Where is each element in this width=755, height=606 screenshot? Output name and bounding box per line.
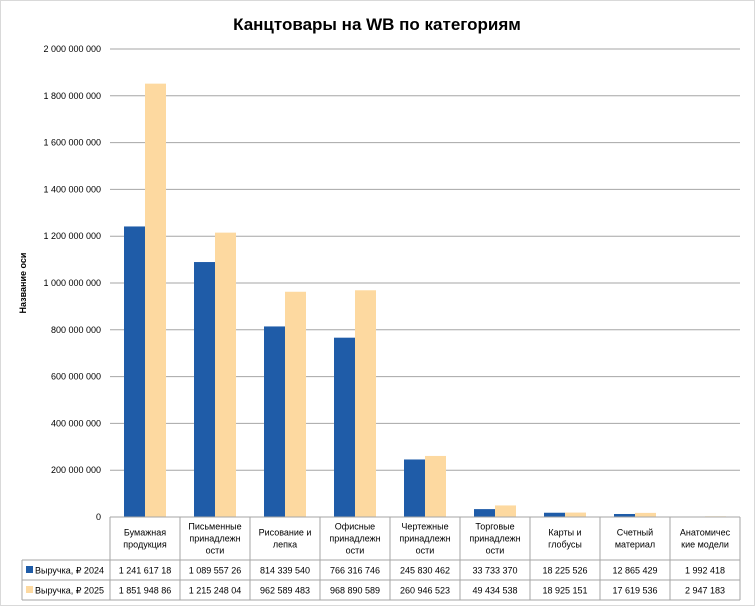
bar-2024 <box>124 226 145 517</box>
y-tick-label: 200 000 000 <box>51 465 101 475</box>
data-value-label: 814 339 540 <box>260 566 310 576</box>
bar-2024 <box>544 512 565 517</box>
data-value-label: 2 947 183 <box>685 586 725 596</box>
category-label: принадлежн <box>329 534 380 544</box>
data-value-label: 18 925 151 <box>542 586 587 596</box>
legend-key-2025 <box>26 586 33 593</box>
bar-2025 <box>495 505 516 517</box>
y-tick-label: 1 400 000 000 <box>43 184 101 194</box>
data-value-label: 17 619 536 <box>612 586 657 596</box>
data-value-label: 1 089 557 26 <box>189 566 242 576</box>
data-value-label: 968 890 589 <box>330 586 380 596</box>
data-value-label: 766 316 746 <box>330 566 380 576</box>
bars <box>124 83 726 518</box>
bar-2024 <box>404 459 425 517</box>
data-value-label: 1 851 948 86 <box>119 586 172 596</box>
bar-2025 <box>425 455 446 517</box>
bar-2025 <box>215 232 236 517</box>
category-label: ости <box>206 546 225 556</box>
data-value-label: 245 830 462 <box>400 566 450 576</box>
bar-2025 <box>565 512 586 517</box>
data-value-label: 1 215 248 04 <box>189 586 242 596</box>
data-value-label: 962 589 483 <box>260 586 310 596</box>
bar-2024 <box>614 513 635 517</box>
category-label: материал <box>615 540 655 550</box>
bar-2024 <box>334 337 355 517</box>
category-label: принадлежн <box>399 534 450 544</box>
bar-2024 <box>264 326 285 517</box>
category-label: Карты и <box>548 528 581 538</box>
bar-2024 <box>194 262 215 517</box>
category-label: ости <box>486 546 505 556</box>
y-tick-label: 1 600 000 000 <box>43 138 101 148</box>
y-tick-label: 0 <box>96 512 101 522</box>
bar-2024 <box>474 509 495 517</box>
category-label: Анатомичес <box>680 528 731 538</box>
category-label: Офисные <box>335 522 375 532</box>
category-label: Торговые <box>475 522 514 532</box>
category-label: глобусы <box>548 540 582 550</box>
data-value-label: 49 434 538 <box>472 586 517 596</box>
data-value-label: 18 225 526 <box>542 566 587 576</box>
y-tick-label: 1 200 000 000 <box>43 231 101 241</box>
category-label: принадлежн <box>469 534 520 544</box>
bar-2025 <box>635 512 656 517</box>
legend-key-2024 <box>26 566 33 573</box>
bar-2025 <box>285 291 306 517</box>
chart-title: Канцтовары на WB по категориям <box>233 15 521 34</box>
bar-2025 <box>145 83 166 517</box>
data-value-label: 1 241 617 18 <box>119 566 172 576</box>
category-label: Рисование и <box>259 528 312 538</box>
category-label: Бумажная <box>124 528 166 538</box>
data-value-label: 12 865 429 <box>612 566 657 576</box>
data-value-label: 1 992 418 <box>685 566 725 576</box>
y-tick-label: 400 000 000 <box>51 418 101 428</box>
y-tick-label: 2 000 000 000 <box>43 44 101 54</box>
legend-label: Выручка, ₽ 2025 <box>35 586 104 596</box>
category-label: принадлежн <box>189 534 240 544</box>
y-axis-title: Название оси <box>18 253 28 314</box>
y-tick-label: 800 000 000 <box>51 325 101 335</box>
y-axis-ticks: 0 200 000 000 400 000 000 600 000 000 800 00… <box>43 44 101 522</box>
category-label: лепка <box>273 540 297 550</box>
bar-2025 <box>355 290 376 517</box>
category-label: ости <box>416 546 435 556</box>
data-value-label: 260 946 523 <box>400 586 450 596</box>
y-tick-label: 1 800 000 000 <box>43 91 101 101</box>
category-label: Чертежные <box>401 522 448 532</box>
y-tick-label: 1 000 000 000 <box>43 278 101 288</box>
category-label: кие модели <box>681 540 729 550</box>
category-label: Письменные <box>188 522 241 532</box>
legend-label: Выручка, ₽ 2024 <box>35 566 104 576</box>
category-label: ости <box>346 546 365 556</box>
y-tick-label: 600 000 000 <box>51 372 101 382</box>
category-label: продукция <box>123 540 167 550</box>
category-label: Счетный <box>617 528 653 538</box>
data-value-label: 33 733 370 <box>472 566 517 576</box>
data-table: Бумажная продукция Письменные принадлежн ост… <box>21 516 741 601</box>
